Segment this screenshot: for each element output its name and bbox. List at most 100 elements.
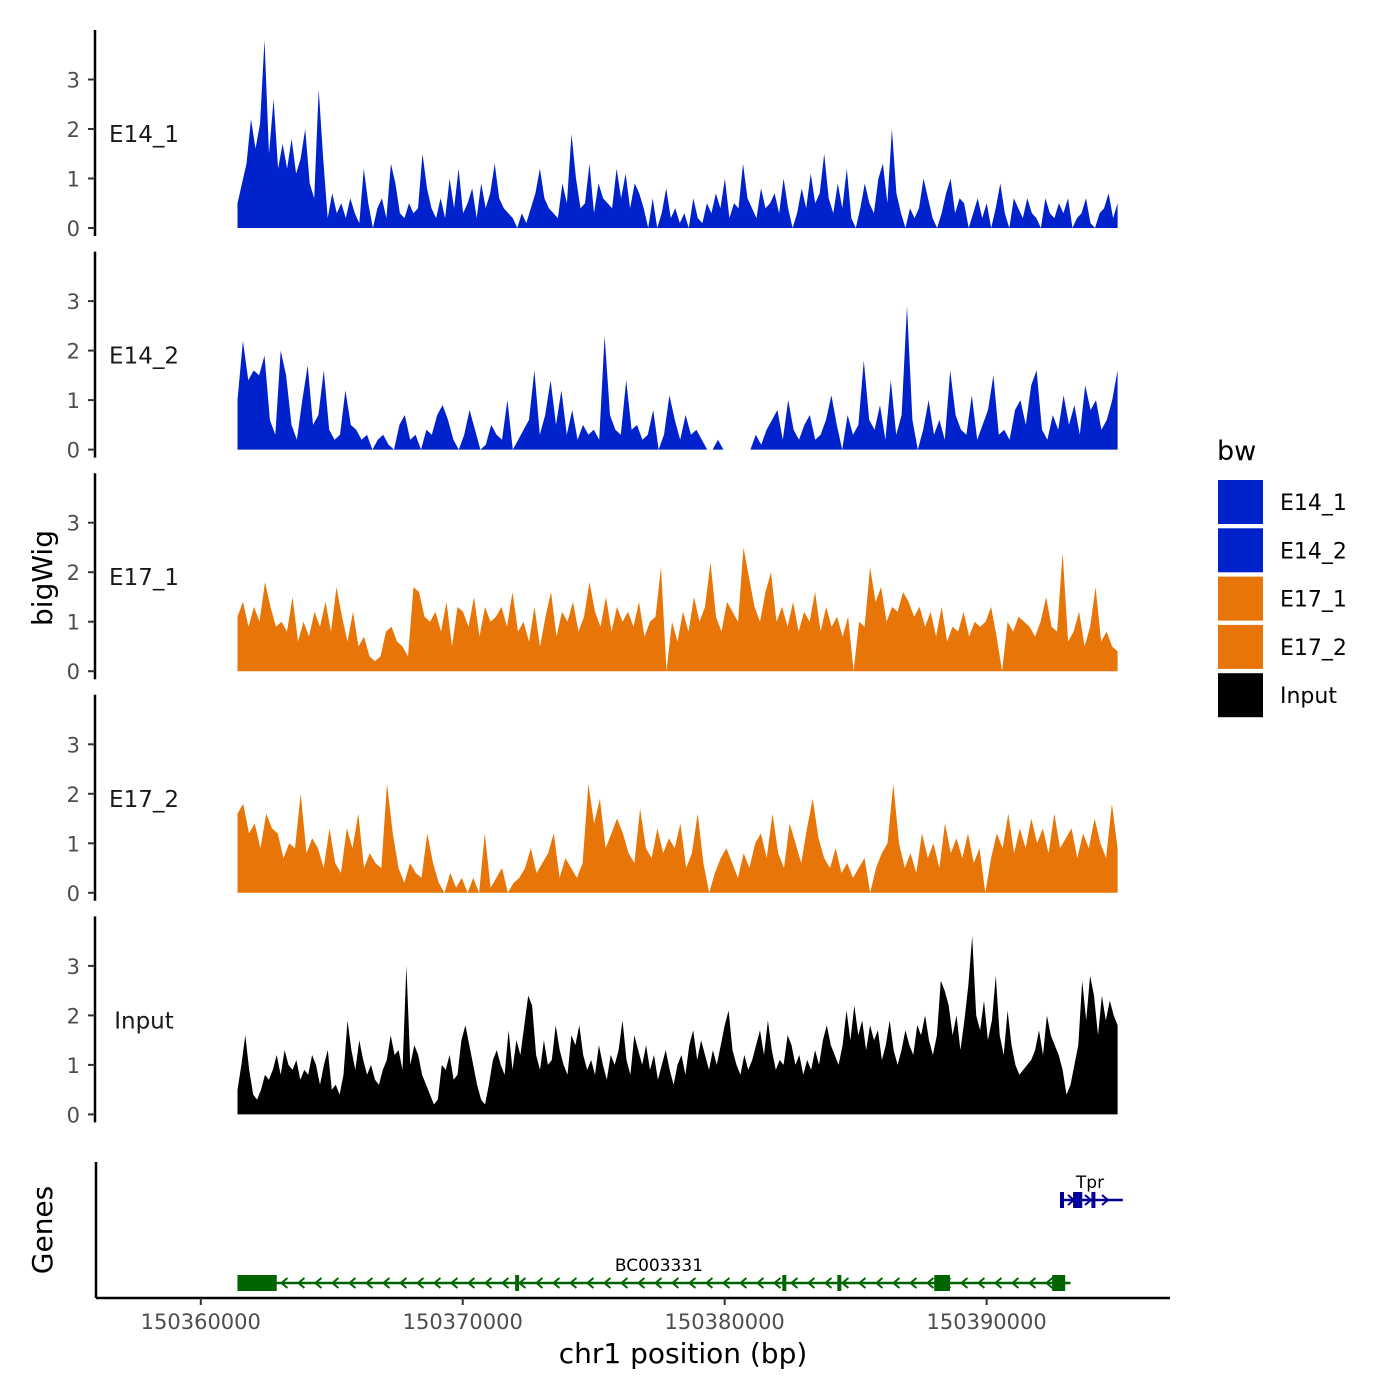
exon (1091, 1192, 1096, 1208)
y-tick-label: 1 (67, 389, 80, 413)
strand-arrow (517, 1277, 527, 1289)
strand-arrow (534, 1277, 544, 1289)
strand-arrow (789, 1277, 799, 1289)
strand-arrow (466, 1277, 476, 1289)
legend-swatch (1218, 480, 1263, 524)
strand-arrow (1101, 1194, 1110, 1206)
strand-arrow (1027, 1277, 1037, 1289)
y-tick-label: 0 (67, 1103, 80, 1127)
strand-arrow (432, 1277, 442, 1289)
track-label: E14_1 (109, 122, 179, 148)
y-tick-label: 3 (67, 290, 80, 314)
exon (515, 1275, 520, 1291)
track-e17-2: 0 1 2 3 E17_2 (67, 694, 1118, 906)
strand-arrow (653, 1277, 663, 1289)
y-tick-label: 0 (67, 217, 80, 241)
strand-arrow (959, 1277, 969, 1289)
x-ticks: 150360000 150370000 150380000 150390000 (141, 1298, 1047, 1334)
y-axis-title: bigWig (26, 530, 59, 626)
y-axis-title-group: bigWig (26, 530, 59, 626)
strand-arrow (364, 1277, 374, 1289)
legend-item: E14_1 (1218, 480, 1347, 524)
legend-item: E14_2 (1218, 528, 1347, 573)
strand-arrow (415, 1277, 425, 1289)
strand-arrow (738, 1277, 748, 1289)
strand-arrow (823, 1277, 833, 1289)
strand-arrow (1084, 1194, 1093, 1206)
strand-arrow (874, 1277, 884, 1289)
x-axis: 150360000 150370000 150380000 150390000 chr… (96, 1296, 1170, 1370)
genes-panel-title: Genes (26, 1186, 59, 1274)
signal-area-input (237, 936, 1118, 1115)
strand-arrow (551, 1277, 561, 1289)
y-tick-label: 0 (67, 660, 80, 684)
exon (1073, 1192, 1083, 1208)
strand-arrow (993, 1277, 1003, 1289)
signal-area-e14-1 (237, 39, 1118, 229)
strand-arrow (721, 1277, 731, 1289)
strand-arrow (976, 1277, 986, 1289)
y-tick-label: 2 (67, 1004, 80, 1028)
legend: bw E14_1 E14_2 E17_1 E17_2 Input (1217, 436, 1347, 718)
exon (237, 1275, 277, 1291)
legend-label: Input (1280, 684, 1337, 709)
signal-area-e17-2 (237, 783, 1118, 893)
strand-arrow (704, 1277, 714, 1289)
gene-models: Tpr BC003331 (237, 1173, 1123, 1291)
strand-arrow (891, 1277, 901, 1289)
legend-title: bw (1217, 436, 1256, 467)
track-label: E14_2 (109, 344, 179, 370)
y-tick-label: 2 (67, 340, 80, 364)
exon (782, 1275, 787, 1291)
track-label: Input (114, 1008, 174, 1034)
signal-area-e14-2 (237, 306, 1118, 450)
strand-arrow (449, 1277, 459, 1289)
strand-arrow (381, 1277, 391, 1289)
exon (837, 1275, 842, 1291)
legend-label: E14_2 (1280, 539, 1347, 564)
legend-swatch (1218, 624, 1263, 669)
y-tick-label: 2 (67, 561, 80, 585)
strand-arrow (296, 1277, 306, 1289)
y-tick-label: 3 (67, 955, 80, 979)
gene-name: BC003331 (615, 1256, 703, 1276)
strand-arrow (908, 1277, 918, 1289)
y-tick-label: 3 (67, 512, 80, 536)
strand-arrow (687, 1277, 697, 1289)
strand-arrow (619, 1277, 629, 1289)
strand-arrow (857, 1277, 867, 1289)
strand-arrow (1044, 1277, 1054, 1289)
legend-item: E17_1 (1218, 576, 1347, 621)
y-tick-label: 1 (67, 1054, 80, 1078)
strand-arrow (483, 1277, 493, 1289)
y-tick-label: 0 (67, 882, 80, 906)
strand-arrow (1010, 1277, 1020, 1289)
x-tick-label: 150390000 (927, 1310, 1047, 1334)
strand-arrow (772, 1277, 782, 1289)
strand-arrow (313, 1277, 323, 1289)
track-e14-2: 0 1 2 3 E14_2 (67, 251, 1118, 463)
legend-label: E17_1 (1280, 588, 1347, 613)
y-tick-label: 2 (67, 783, 80, 807)
x-tick-label: 150370000 (403, 1310, 523, 1334)
legend-items: E14_1 E14_2 E17_1 E17_2 Input (1218, 480, 1347, 718)
x-tick-label: 150360000 (141, 1310, 261, 1334)
strand-arrow (840, 1277, 850, 1289)
x-axis-title: chr1 position (bp) (559, 1337, 808, 1370)
y-tick-label: 3 (67, 69, 80, 93)
y-tick-label: 1 (67, 611, 80, 635)
strand-arrow (670, 1277, 680, 1289)
legend-item: Input (1218, 673, 1337, 718)
legend-swatch (1218, 673, 1263, 718)
legend-label: E14_1 (1280, 491, 1347, 516)
exon (1052, 1275, 1066, 1291)
legend-swatch (1218, 576, 1263, 621)
gene-bc003331: BC003331 (237, 1256, 1071, 1291)
y-tick-label: 0 (67, 439, 80, 463)
track-e14-1: 0 1 2 3 E14_1 (67, 30, 1118, 241)
strand-arrow (568, 1277, 578, 1289)
track-e17-1: 0 1 2 3 E17_1 (67, 473, 1118, 684)
strand-arrow (398, 1277, 408, 1289)
strand-arrow (585, 1277, 595, 1289)
legend-item: E17_2 (1218, 624, 1347, 669)
